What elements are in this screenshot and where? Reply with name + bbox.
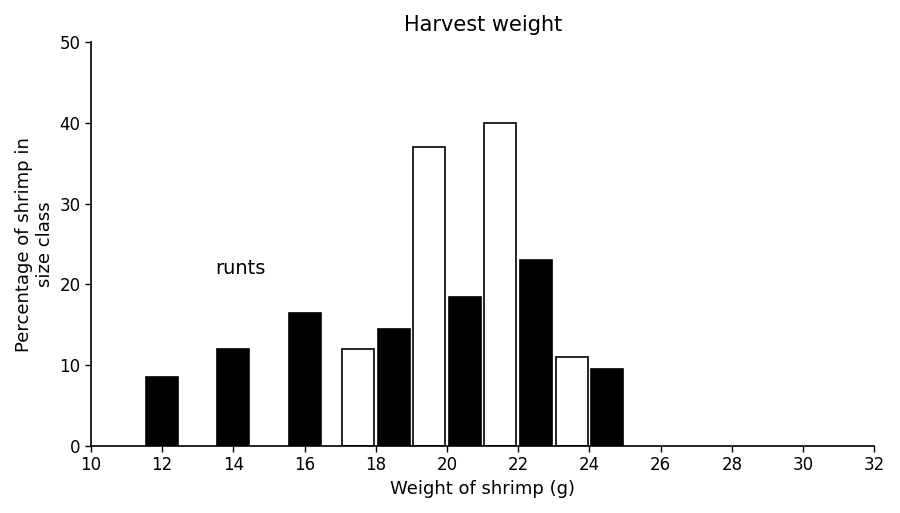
Bar: [591, 369, 624, 446]
Text: runts: runts: [215, 259, 266, 278]
Title: Harvest weight: Harvest weight: [403, 15, 562, 35]
Bar: [449, 297, 481, 446]
Bar: [484, 123, 517, 446]
Bar: [342, 349, 374, 446]
Bar: [217, 349, 249, 446]
Bar: [378, 329, 410, 446]
X-axis label: Weight of shrimp (g): Weight of shrimp (g): [390, 480, 575, 498]
Bar: [413, 147, 446, 446]
Bar: [555, 357, 588, 446]
Bar: [520, 260, 552, 446]
Y-axis label: Percentage of shrimp in
size class: Percentage of shrimp in size class: [15, 136, 54, 351]
Bar: [146, 378, 178, 446]
Bar: [289, 313, 320, 446]
